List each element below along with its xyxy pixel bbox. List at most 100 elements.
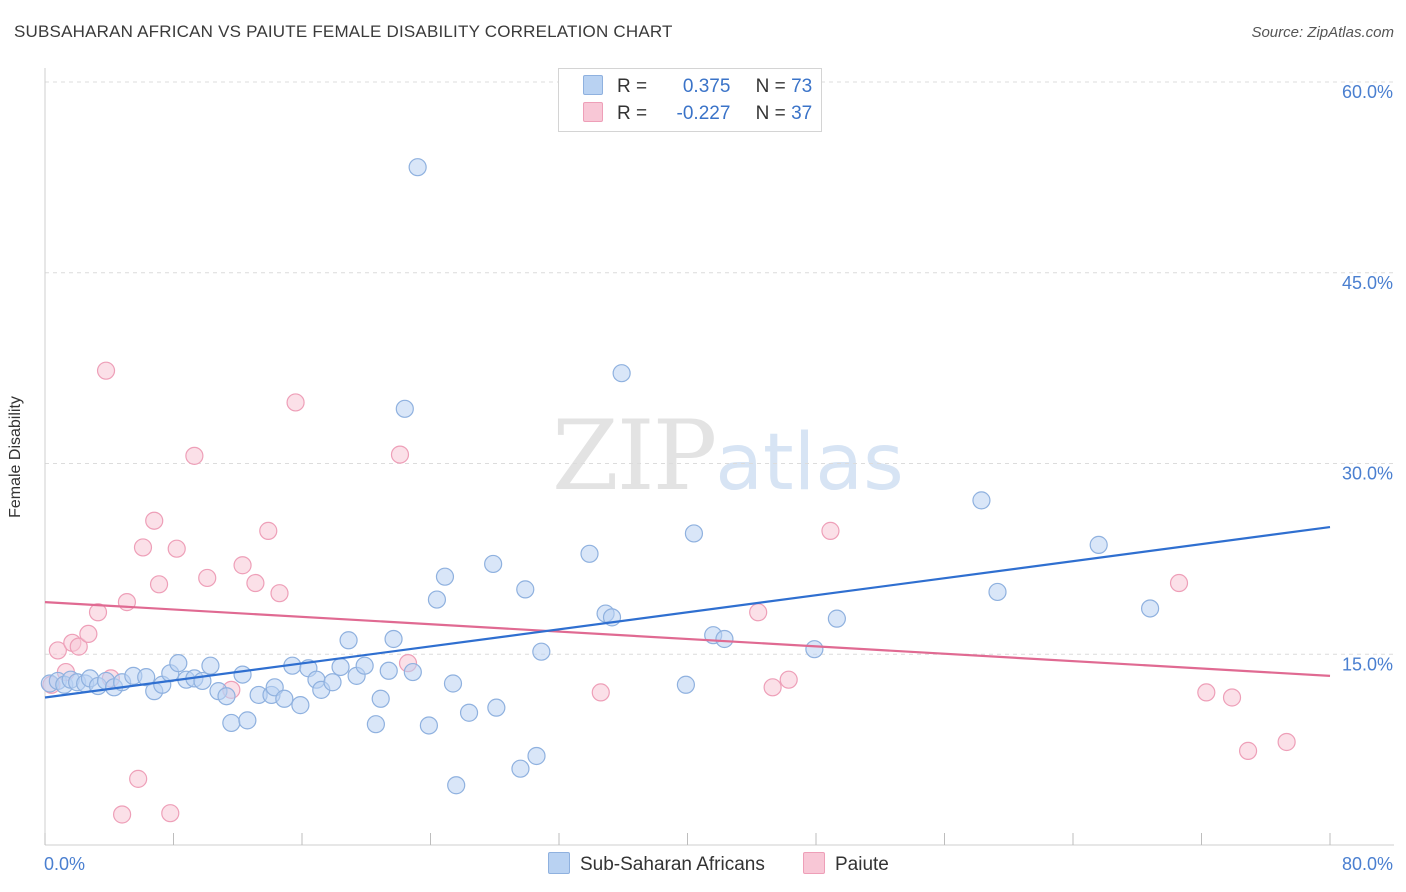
- sub-saharan-point-22: [217, 687, 236, 706]
- sub-saharan-trend-line: [44, 525, 1331, 699]
- bottom-legend-blue: Sub-Saharan Africans: [548, 852, 765, 876]
- legend-pink-r-label: R =: [617, 103, 648, 124]
- chart-source: Source: ZipAtlas.com: [1251, 24, 1394, 41]
- sub-saharan-point-41: [371, 689, 390, 708]
- sub-saharan-point-70: [988, 582, 1007, 602]
- correlation-legend: R = 0.375 N = 73 R = -0.227 N = 37: [558, 68, 822, 132]
- sub-saharan-point-29: [275, 689, 294, 708]
- paiute-point-33: [1197, 683, 1216, 702]
- chart-title: SUBSAHARAN AFRICAN VS PAIUTE FEMALE DISA…: [14, 22, 673, 41]
- sub-saharan-point-48: [427, 590, 447, 609]
- y-tick-label-3: 60.0%: [1342, 82, 1393, 102]
- legend-pink-r-value: -0.227: [676, 103, 731, 124]
- sub-saharan-point-72: [1140, 599, 1160, 618]
- legend-blue-r-value: 0.375: [682, 76, 731, 97]
- sub-saharan-point-50: [443, 674, 463, 693]
- sub-saharan-point-69: [972, 491, 991, 510]
- paiute-point-29: [763, 678, 782, 697]
- sub-saharan-point-49: [435, 567, 455, 586]
- sub-saharan-point-31: [291, 696, 310, 715]
- legend-blue-n-label: N =: [755, 76, 786, 97]
- paiute-point-22: [259, 521, 278, 540]
- paiute-point-24: [286, 393, 305, 412]
- y-tick-label-0: 15.0%: [1342, 654, 1393, 674]
- paiute-point-20: [233, 556, 252, 575]
- sub-saharan-point-46: [408, 158, 427, 177]
- paiute-point-16: [167, 539, 186, 558]
- sub-saharan-point-51: [447, 776, 466, 795]
- paiute-point-6: [88, 603, 108, 622]
- paiute-point-12: [133, 538, 153, 557]
- sub-saharan-point-39: [355, 656, 374, 675]
- trend-lines: [44, 525, 1331, 699]
- paiute-point-21: [246, 573, 265, 593]
- sub-saharan-point-63: [676, 675, 695, 694]
- sub-saharan-point-23: [222, 713, 241, 733]
- legend-blue-n-value: 73: [791, 76, 813, 97]
- paiute-point-30: [779, 670, 798, 689]
- y-tick-label-2: 45.0%: [1342, 273, 1393, 293]
- sub-saharan-point-16: [169, 654, 188, 673]
- paiute-point-35: [1238, 741, 1258, 760]
- x-tick-label-1: 80.0%: [1342, 854, 1393, 874]
- paiute-point-9: [112, 805, 132, 824]
- sub-saharan-point-36: [331, 657, 350, 677]
- paiute-point-27: [591, 683, 610, 702]
- paiute-trend-line: [44, 601, 1331, 677]
- sub-saharan-point-24: [233, 665, 252, 684]
- paiute-point-17: [185, 446, 204, 465]
- sub-saharan-point-64: [684, 524, 704, 543]
- paiute-point-15: [161, 804, 180, 823]
- paiute-point-5: [79, 624, 98, 644]
- bottom-legend-pink: Paiute: [803, 852, 889, 876]
- sub-saharan-point-45: [403, 662, 422, 682]
- x-tick-label-0: 0.0%: [44, 854, 85, 874]
- bottom-legend-pink-label: Paiute: [835, 854, 889, 875]
- legend-swatch-blue: [583, 75, 603, 95]
- paiute-point-25: [390, 445, 410, 464]
- sub-saharan-point-44: [395, 399, 414, 418]
- sub-saharan-point-62: [612, 364, 631, 383]
- paiute-point-23: [270, 584, 289, 603]
- legend-row-pink: R = -0.227 N = 37: [583, 102, 812, 128]
- sub-saharan-points: [40, 158, 1160, 795]
- sub-saharan-point-67: [805, 640, 824, 659]
- paiute-point-31: [821, 521, 840, 540]
- sub-saharan-point-54: [487, 698, 506, 717]
- paiute-point-11: [129, 769, 148, 788]
- paiute-point-36: [1277, 732, 1296, 752]
- sub-saharan-point-59: [580, 544, 599, 563]
- sub-saharan-point-43: [384, 629, 403, 649]
- paiute-point-7: [96, 361, 116, 380]
- sub-saharan-point-58: [532, 642, 551, 661]
- paiute-points: [42, 361, 1296, 824]
- legend-blue-r-label: R =: [617, 76, 648, 97]
- sub-saharan-point-37: [339, 631, 358, 650]
- sub-saharan-point-40: [366, 715, 385, 734]
- axes: [44, 68, 1394, 846]
- paiute-point-13: [145, 511, 164, 530]
- bottom-legend-swatch-blue: [548, 852, 570, 874]
- sub-saharan-point-25: [238, 711, 257, 730]
- sub-saharan-point-47: [419, 716, 438, 735]
- bottom-legend-swatch-pink: [803, 852, 825, 874]
- sub-saharan-point-71: [1089, 535, 1108, 554]
- legend-pink-n-value: 37: [791, 103, 813, 124]
- sub-saharan-point-20: [201, 656, 220, 675]
- sub-saharan-point-12: [137, 668, 156, 687]
- paiute-point-4: [69, 637, 88, 656]
- sub-saharan-point-42: [379, 661, 398, 680]
- paiute-point-34: [1222, 688, 1242, 707]
- sub-saharan-point-55: [511, 759, 530, 778]
- legend-row-blue: R = 0.375 N = 73: [583, 75, 812, 101]
- sub-saharan-point-56: [516, 580, 535, 599]
- paiute-point-14: [149, 575, 169, 594]
- paiute-point-32: [1169, 573, 1189, 593]
- bottom-legend-blue-label: Sub-Saharan Africans: [580, 854, 765, 875]
- sub-saharan-point-57: [527, 746, 546, 766]
- paiute-point-18: [198, 568, 217, 588]
- paiute-point-1: [48, 641, 67, 660]
- tick-labels: 15.0% 30.0% 45.0% 60.0% 0.0% 80.0%: [44, 82, 1393, 874]
- sub-saharan-point-52: [459, 703, 479, 722]
